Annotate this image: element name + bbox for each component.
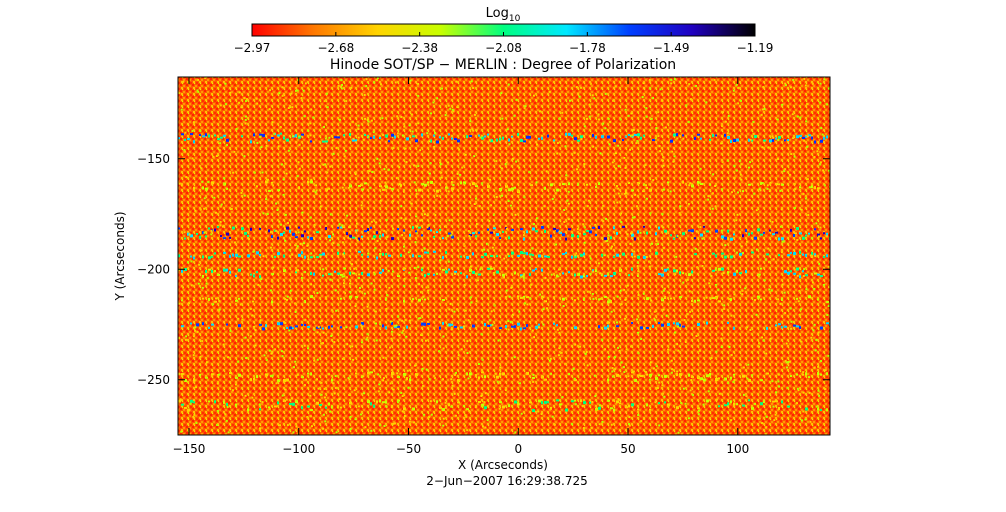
colorbar-tick-label: −1.49 <box>653 41 690 55</box>
x-tick-label: −150 <box>172 442 205 456</box>
x-tick-label: 0 <box>514 442 522 456</box>
chart-title: Hinode SOT/SP − MERLIN : Degree of Polar… <box>330 57 676 73</box>
colorbar-tick-label: −2.97 <box>234 41 271 55</box>
y-axis-label: Y (Arcseconds) <box>113 211 127 301</box>
x-tick-label: 100 <box>726 442 749 456</box>
timestamp: 2−Jun−2007 16:29:38.725 <box>426 474 587 488</box>
y-tick-label: −250 <box>137 373 170 387</box>
polarization-map-image <box>178 77 830 435</box>
colorbar-label: Log10 <box>486 6 521 24</box>
colorbar-ticks: −2.97 −2.68 −2.38 −2.08 −1.78 −1.49 −1.19 <box>234 32 774 55</box>
x-axis-label: X (Arcseconds) <box>458 458 548 472</box>
colorbar-tick-label: −1.78 <box>569 41 606 55</box>
x-tick-label: −50 <box>396 442 421 456</box>
colorbar-tick-label: −2.08 <box>485 41 522 55</box>
colorbar-tick-label: −2.68 <box>317 41 354 55</box>
plot-frame <box>177 76 831 436</box>
y-tick-label: −200 <box>137 262 170 276</box>
x-tick-label: 50 <box>620 442 635 456</box>
y-axis: −150 −200 −250 <box>137 152 830 387</box>
colorbar-tick-label: −2.38 <box>401 41 438 55</box>
x-tick-label: −100 <box>282 442 315 456</box>
colorbar-tick-label: −1.19 <box>737 41 774 55</box>
y-tick-label: −150 <box>137 152 170 166</box>
x-axis: −150 −100 −50 0 50 100 <box>172 77 749 456</box>
